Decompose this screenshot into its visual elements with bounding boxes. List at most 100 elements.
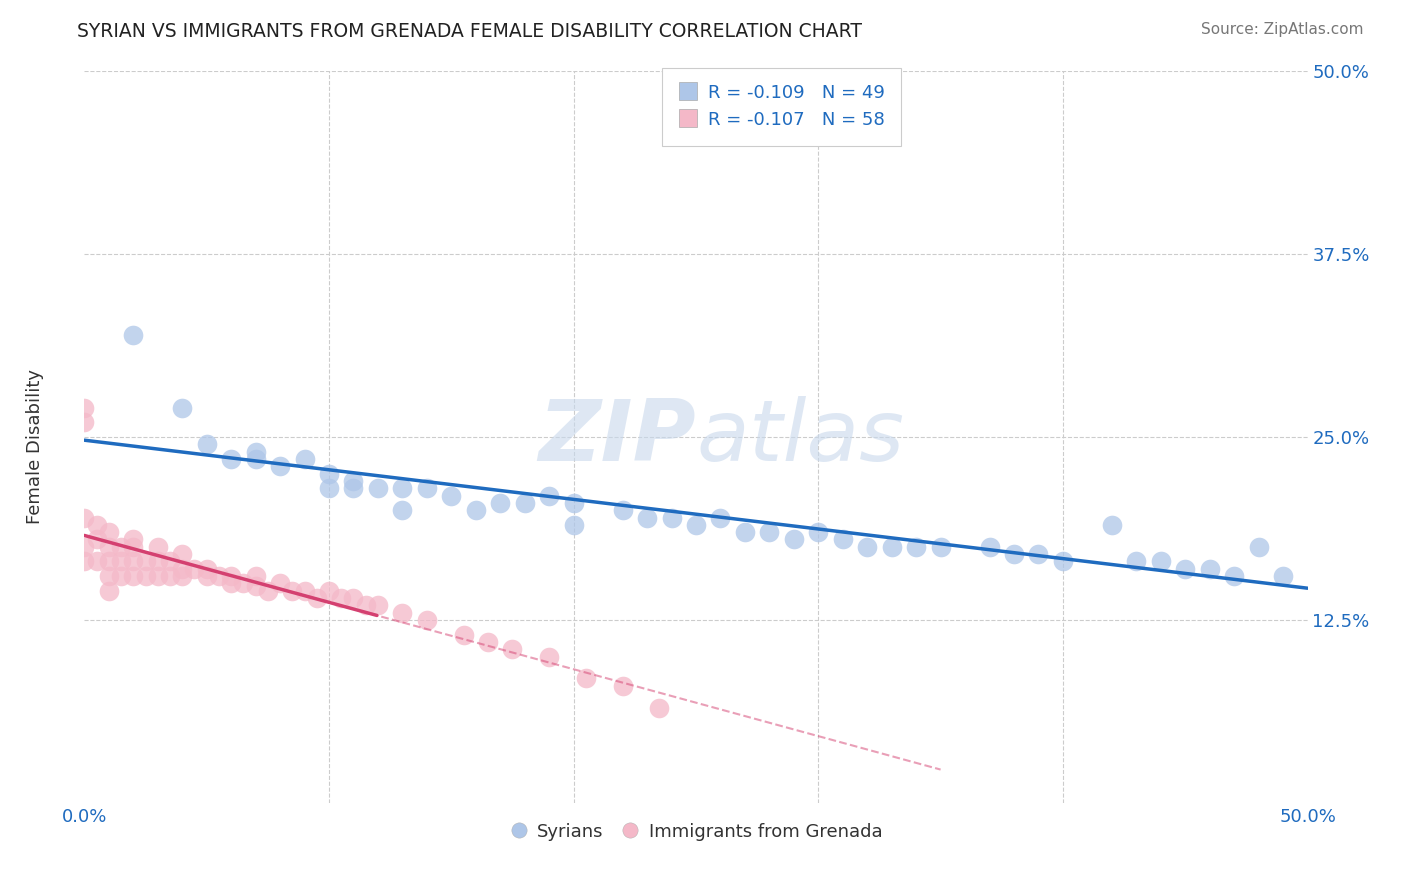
Point — [416, 481, 439, 495]
Point — [122, 533, 145, 547]
Point — [305, 591, 328, 605]
Point — [929, 540, 952, 554]
Point — [208, 569, 231, 583]
Text: Female Disability: Female Disability — [27, 368, 44, 524]
Point — [97, 540, 120, 554]
Point — [73, 554, 96, 568]
Point — [219, 452, 242, 467]
Point — [232, 576, 254, 591]
Point — [538, 489, 561, 503]
Point — [1174, 562, 1197, 576]
Point — [97, 554, 120, 568]
Point — [489, 496, 512, 510]
Point — [318, 481, 340, 495]
Point — [159, 569, 181, 583]
Text: atlas: atlas — [696, 395, 904, 479]
Point — [612, 503, 634, 517]
Point — [146, 540, 169, 554]
Point — [245, 569, 267, 583]
Text: SYRIAN VS IMMIGRANTS FROM GRENADA FEMALE DISABILITY CORRELATION CHART: SYRIAN VS IMMIGRANTS FROM GRENADA FEMALE… — [77, 22, 862, 41]
Point — [648, 700, 671, 714]
Point — [391, 481, 413, 495]
Text: Source: ZipAtlas.com: Source: ZipAtlas.com — [1201, 22, 1364, 37]
Point — [318, 467, 340, 481]
Point — [73, 510, 96, 524]
Point — [342, 591, 364, 605]
Point — [342, 474, 364, 488]
Point — [464, 503, 486, 517]
Point — [122, 569, 145, 583]
Point — [73, 401, 96, 415]
Point — [979, 540, 1001, 554]
Point — [807, 525, 830, 540]
Point — [661, 510, 683, 524]
Legend: Syrians, Immigrants from Grenada: Syrians, Immigrants from Grenada — [502, 816, 890, 848]
Point — [146, 569, 169, 583]
Point — [1198, 562, 1220, 576]
Point — [1150, 554, 1173, 568]
Point — [135, 569, 157, 583]
Point — [330, 591, 353, 605]
Point — [257, 583, 280, 598]
Point — [245, 444, 267, 458]
Point — [110, 569, 132, 583]
Point — [86, 533, 108, 547]
Point — [86, 554, 108, 568]
Point — [1247, 540, 1270, 554]
Point — [1223, 569, 1246, 583]
Point — [391, 606, 413, 620]
Point — [391, 503, 413, 517]
Point — [440, 489, 463, 503]
Point — [905, 540, 928, 554]
Point — [245, 452, 267, 467]
Point — [110, 540, 132, 554]
Point — [783, 533, 806, 547]
Point — [538, 649, 561, 664]
Point — [1272, 569, 1295, 583]
Point — [219, 569, 242, 583]
Point — [195, 569, 218, 583]
Point — [1052, 554, 1074, 568]
Point — [342, 481, 364, 495]
Point — [183, 562, 205, 576]
Point — [477, 635, 499, 649]
Point — [135, 554, 157, 568]
Point — [195, 437, 218, 451]
Point — [122, 327, 145, 342]
Point — [636, 510, 658, 524]
Point — [612, 679, 634, 693]
Point — [354, 599, 377, 613]
Point — [269, 576, 291, 591]
Point — [97, 569, 120, 583]
Point — [97, 525, 120, 540]
Point — [758, 525, 780, 540]
Point — [367, 599, 389, 613]
Point — [245, 579, 267, 593]
Text: ZIP: ZIP — [538, 395, 696, 479]
Point — [269, 459, 291, 474]
Point — [1028, 547, 1050, 561]
Point — [146, 554, 169, 568]
Point — [575, 672, 598, 686]
Point — [281, 583, 304, 598]
Point — [294, 583, 316, 598]
Point — [1002, 547, 1025, 561]
Point — [709, 510, 731, 524]
Point — [513, 496, 536, 510]
Point — [86, 517, 108, 532]
Point — [159, 554, 181, 568]
Point — [734, 525, 756, 540]
Point — [453, 627, 475, 641]
Point — [110, 554, 132, 568]
Point — [1125, 554, 1147, 568]
Point — [318, 583, 340, 598]
Point — [73, 416, 96, 430]
Point — [367, 481, 389, 495]
Point — [122, 554, 145, 568]
Point — [294, 452, 316, 467]
Point — [73, 540, 96, 554]
Point — [831, 533, 853, 547]
Point — [172, 401, 194, 415]
Point — [416, 613, 439, 627]
Point — [122, 540, 145, 554]
